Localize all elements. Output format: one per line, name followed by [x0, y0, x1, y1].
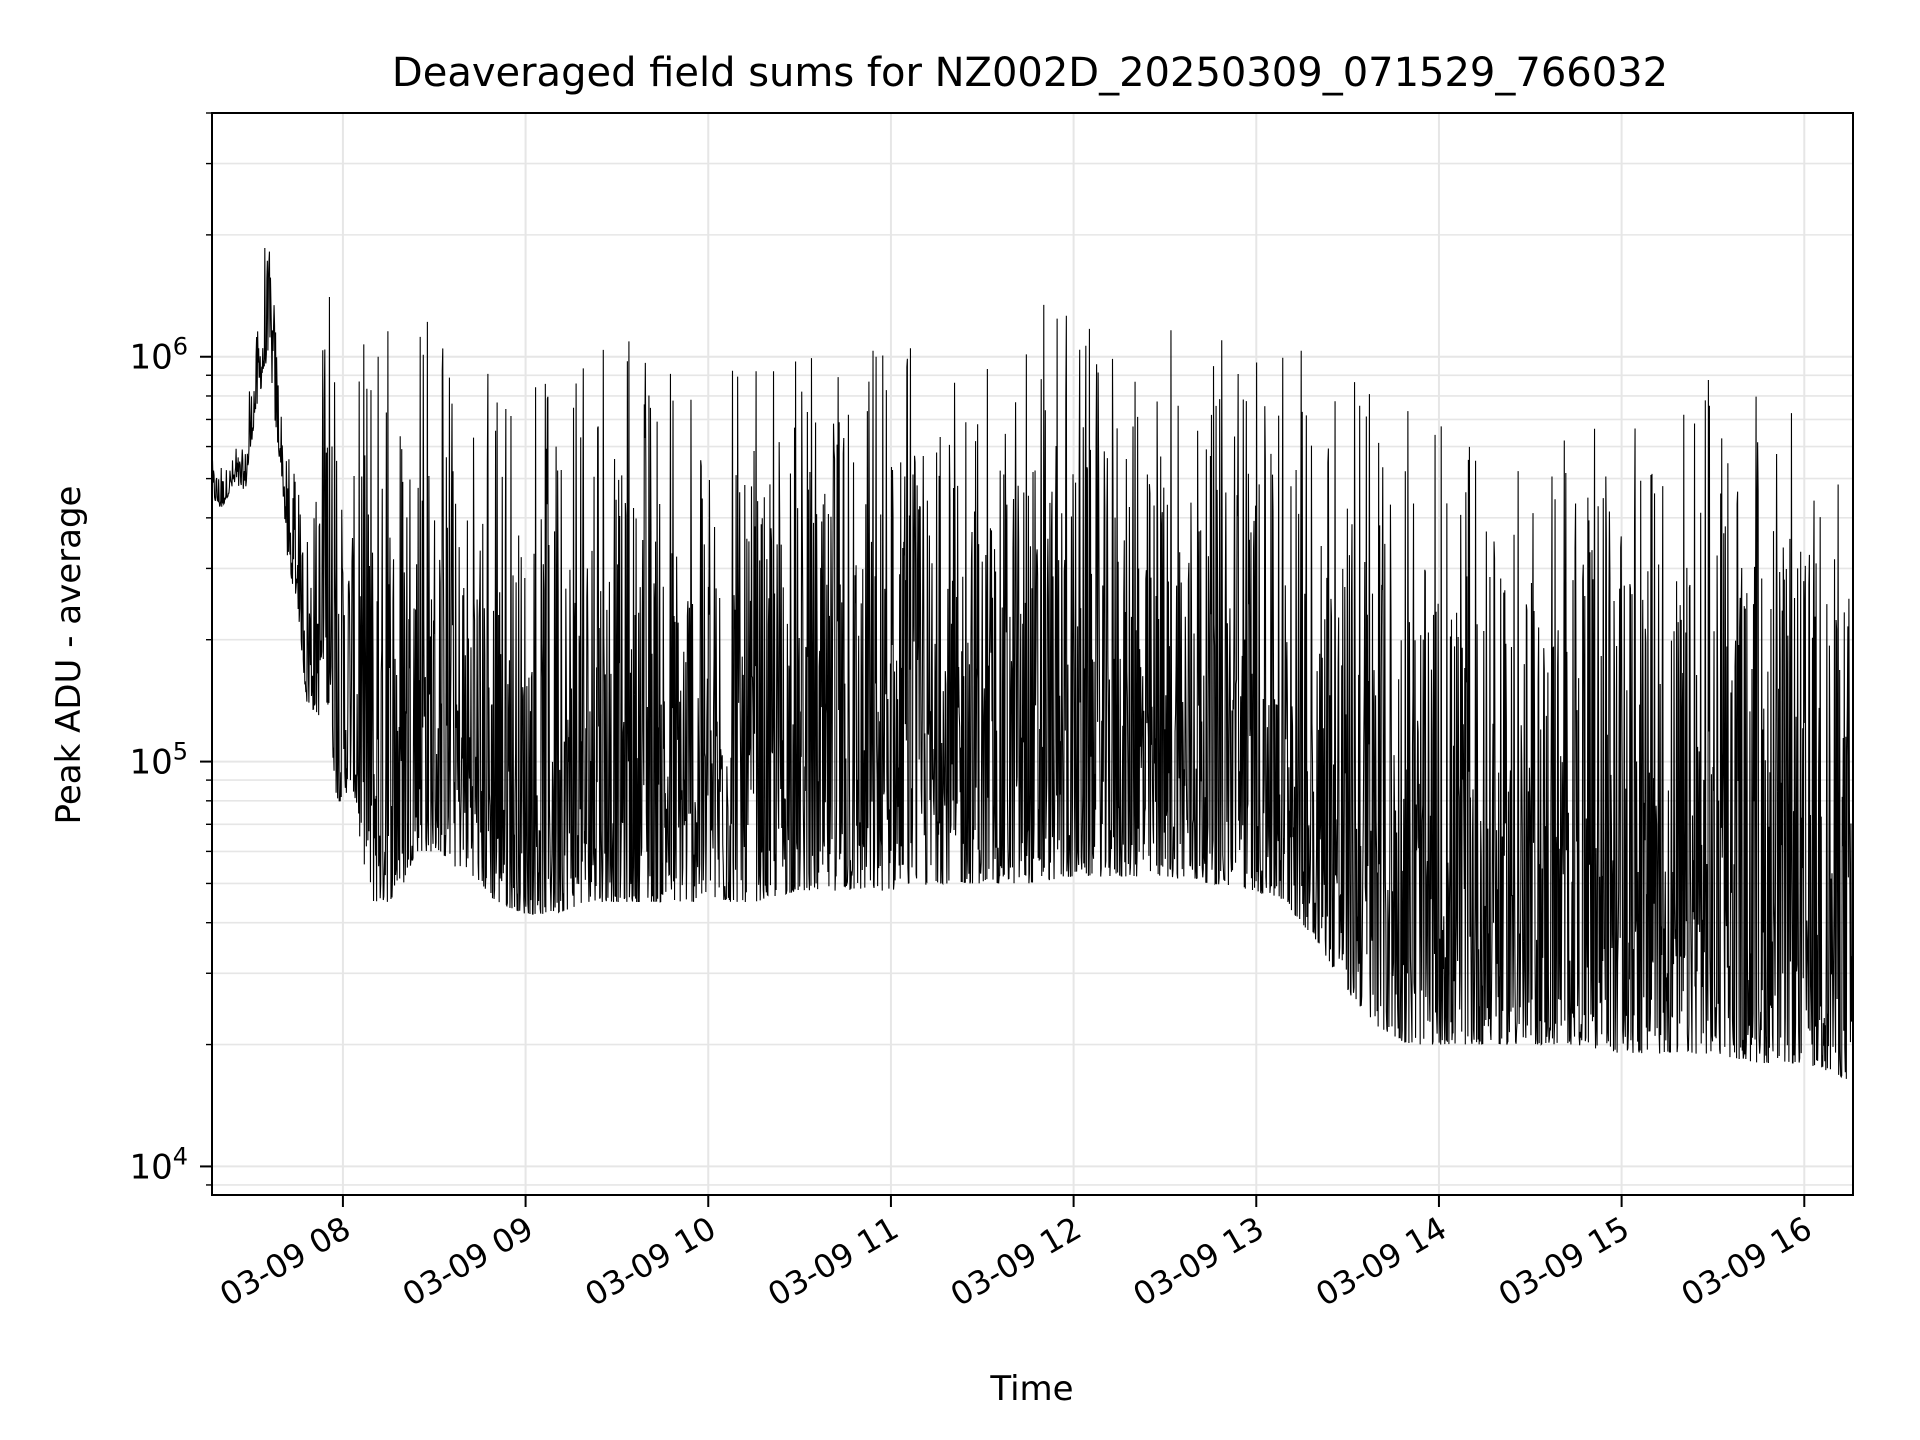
plot-area — [211, 248, 1854, 1079]
y-axis: 104 105 106 — [129, 112, 212, 1187]
y-tick-label: 105 — [129, 738, 188, 783]
y-tick-label: 106 — [129, 333, 188, 378]
chart-title: Deaveraged field sums for NZ002D_2025030… — [392, 50, 1668, 96]
y-tick-label: 104 — [129, 1142, 188, 1187]
y-axis-label: Peak ADU - average — [49, 486, 89, 825]
series-line — [211, 248, 1854, 1079]
axes-frame — [211, 112, 1854, 1196]
x-axis-label: Time — [989, 1369, 1073, 1409]
